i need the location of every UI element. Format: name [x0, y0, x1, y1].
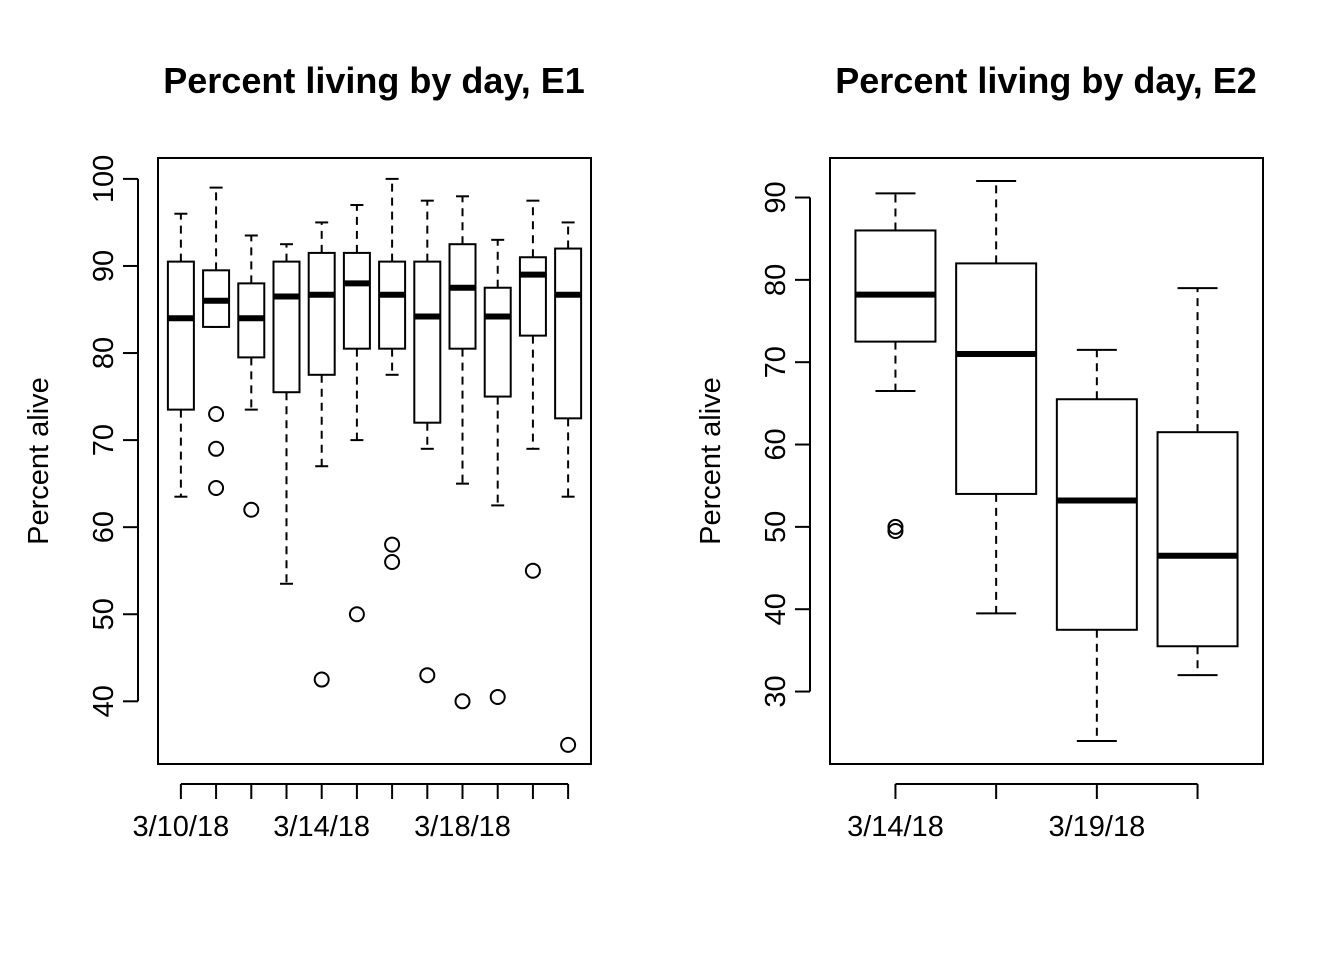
- box-3: [237, 234, 266, 518]
- y-tick-label: 90: [88, 250, 120, 282]
- chart-title: Percent living by day, E2: [835, 60, 1257, 101]
- chart-panel-e1: Percent living by day, E1 Percent alive …: [23, 60, 592, 843]
- outlier-point: [560, 736, 577, 753]
- box-body: [854, 229, 937, 343]
- outlier-point: [524, 562, 541, 579]
- y-tick-label: 40: [760, 593, 792, 625]
- outlier-point: [384, 554, 401, 570]
- outlier-point: [419, 667, 436, 684]
- box-body: [378, 260, 407, 350]
- chart-panel-e2: Percent living by day, E2 Percent alive …: [695, 60, 1264, 843]
- y-tick-label: 60: [760, 428, 792, 460]
- box-body: [166, 260, 195, 411]
- box-1: [166, 212, 195, 498]
- y-tick-label: 50: [88, 598, 120, 630]
- x-tick-label: 3/14/18: [273, 811, 370, 843]
- box-2: [202, 186, 231, 496]
- x-axis: 3/14/18 3/19/18: [847, 783, 1199, 843]
- outlier-point: [208, 440, 225, 457]
- box-12: [554, 221, 583, 753]
- box-group: [166, 177, 583, 753]
- box-body: [272, 260, 301, 394]
- box-4: [1156, 287, 1239, 677]
- y-axis: 30 40 50 60 70 80 90: [760, 181, 811, 708]
- y-tick-label: 70: [88, 424, 120, 456]
- box-body: [1055, 398, 1138, 631]
- box-2: [955, 180, 1038, 615]
- plot-frame: [829, 157, 1264, 765]
- box-7: [378, 177, 407, 570]
- box-body: [1156, 431, 1239, 648]
- box-body: [413, 260, 442, 424]
- y-axis: 40 50 60 70 80 90 100: [88, 155, 139, 717]
- x-tick-label: 3/14/18: [847, 811, 944, 843]
- box-1: [854, 192, 937, 539]
- box-4: [272, 243, 301, 585]
- outlier-point: [243, 501, 260, 518]
- outlier-point: [887, 518, 904, 535]
- box-body: [448, 243, 477, 350]
- y-tick-label: 100: [88, 155, 120, 203]
- outlier-point: [208, 405, 225, 422]
- box-9: [448, 195, 477, 710]
- outlier-point: [489, 688, 506, 705]
- box-group: [854, 180, 1239, 742]
- x-tick-label: 3/19/18: [1048, 811, 1145, 843]
- box-10: [483, 238, 512, 705]
- y-tick-label: 70: [760, 346, 792, 378]
- box-11: [518, 199, 547, 579]
- y-tick-label: 80: [88, 337, 120, 369]
- box-3: [1055, 348, 1138, 742]
- box-body: [342, 251, 371, 350]
- y-tick-label: 50: [760, 511, 792, 543]
- box-body: [307, 251, 336, 376]
- x-tick-label: 3/18/18: [414, 811, 511, 843]
- outlier-point: [454, 693, 471, 710]
- outlier-point: [208, 479, 225, 496]
- y-tick-label: 60: [88, 511, 120, 543]
- box-body: [554, 247, 583, 420]
- box-5: [307, 221, 336, 688]
- box-body: [955, 262, 1038, 495]
- box-body: [483, 286, 512, 398]
- x-tick-label: 3/10/18: [132, 811, 229, 843]
- plot-frame: [157, 157, 592, 765]
- y-tick-label: 40: [88, 685, 120, 717]
- y-tick-label: 80: [760, 264, 792, 296]
- chart-title: Percent living by day, E1: [163, 60, 585, 101]
- outlier-point: [384, 536, 401, 553]
- y-tick-label: 90: [760, 181, 792, 213]
- outlier-point: [887, 522, 904, 539]
- outlier-point: [348, 606, 365, 623]
- box-6: [342, 204, 371, 623]
- box-body: [518, 256, 547, 337]
- y-tick-label: 30: [760, 675, 792, 707]
- x-axis: 3/10/18 3/14/18 3/18/18: [132, 783, 570, 843]
- y-axis-label: Percent alive: [23, 377, 55, 545]
- outlier-point: [313, 671, 330, 688]
- box-8: [413, 199, 442, 684]
- y-axis-label: Percent alive: [695, 377, 727, 545]
